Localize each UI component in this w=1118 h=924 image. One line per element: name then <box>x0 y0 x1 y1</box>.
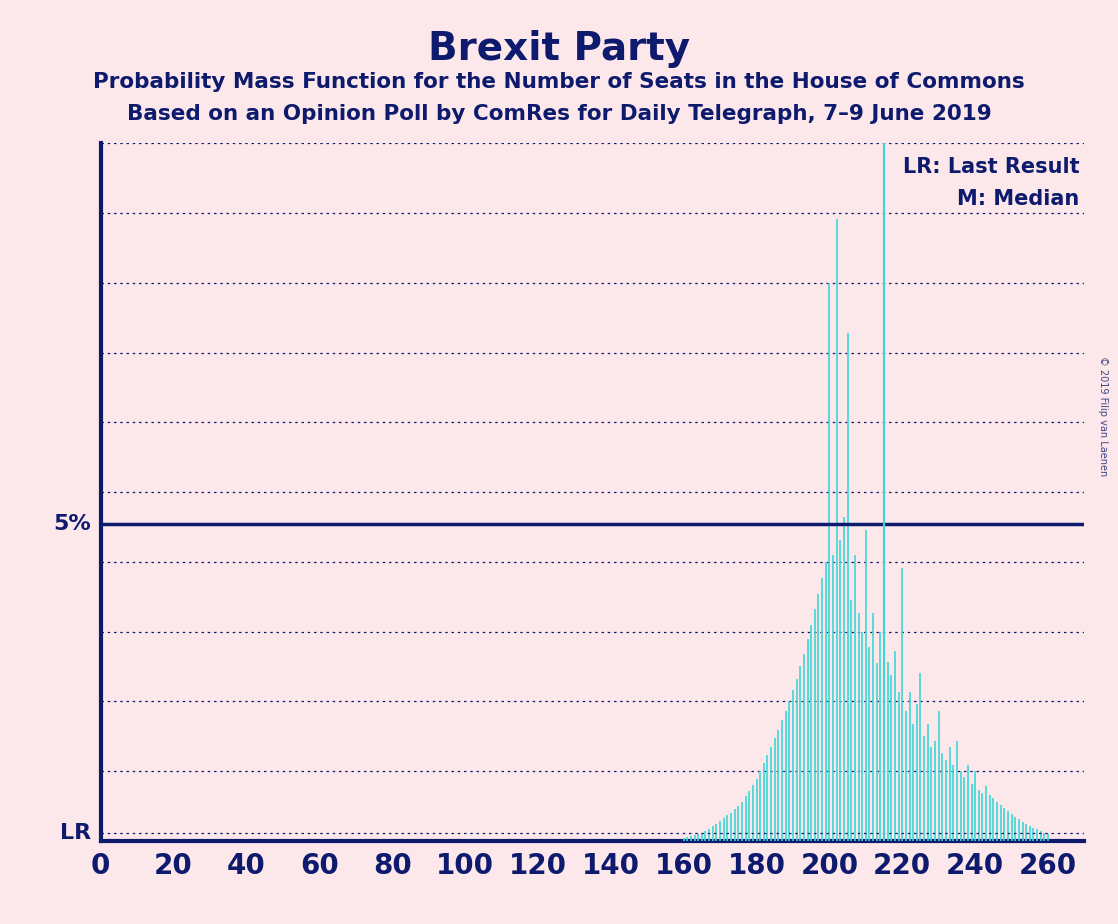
Text: © 2019 Filip van Laenen: © 2019 Filip van Laenen <box>1099 356 1108 476</box>
Text: 5%: 5% <box>53 514 91 534</box>
Text: LR: LR <box>59 823 91 844</box>
Text: Brexit Party: Brexit Party <box>428 30 690 67</box>
Text: Probability Mass Function for the Number of Seats in the House of Commons: Probability Mass Function for the Number… <box>93 72 1025 92</box>
Text: Based on an Opinion Poll by ComRes for Daily Telegraph, 7–9 June 2019: Based on an Opinion Poll by ComRes for D… <box>126 104 992 125</box>
Text: M: Median: M: Median <box>957 188 1080 209</box>
Text: LR: Last Result: LR: Last Result <box>903 157 1080 177</box>
